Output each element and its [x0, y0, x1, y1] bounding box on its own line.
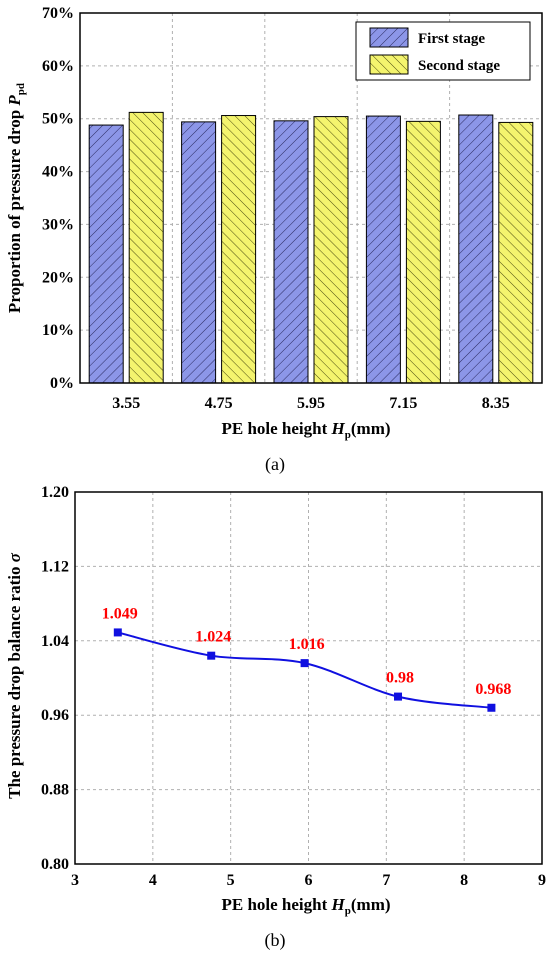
panel-a-y-tick-label: 30% [42, 216, 74, 233]
panel-a-x-tick-label: 4.75 [205, 395, 233, 412]
data-point-marker [394, 692, 403, 701]
panel-b-y-ticks: 0.80 0.88 0.96 1.04 1.12 1.20 [41, 484, 69, 873]
panel-a-y-ticks: 0% 10% 20% 30% 40% 50% 60% 70% [42, 5, 74, 392]
panel-b-y-tick-label: 0.96 [41, 707, 69, 724]
data-label: 1.024 [195, 629, 231, 646]
panel-a-bars [88, 111, 534, 384]
panel-b-data-points: 1.049 1.024 1.016 0.98 0.968 [102, 605, 511, 712]
bar-first-stage [365, 115, 401, 384]
panel-a-y-tick-label: 0% [50, 375, 74, 392]
panel-a-y-tick-label: 50% [42, 111, 74, 128]
bar-first-stage [458, 114, 494, 384]
bar-second-stage [498, 121, 534, 384]
bar-second-stage [221, 115, 257, 384]
panel-a-x-axis-title: PE hole height Hp(mm) [221, 419, 390, 441]
panel-a-x-tick-label: 8.35 [482, 395, 510, 412]
panel-b-x-ticks: 3 4 5 6 7 8 9 [71, 872, 546, 889]
legend-swatch-first-stage [369, 27, 409, 48]
bar-first-stage [273, 120, 309, 384]
panel-b-y-tick-label: 1.20 [41, 484, 69, 501]
panel-a-x-tick-label: 5.95 [297, 395, 325, 412]
panel-b-x-tick-label: 6 [305, 872, 313, 889]
data-label: 1.049 [102, 605, 138, 622]
panel-a-y-axis-title: Proportion of pressure drop Ppd [5, 83, 27, 313]
panel-a-plot-frame [79, 12, 543, 384]
panel-a-x-tick-label: 3.55 [112, 395, 140, 412]
panel-b-gridlines [75, 492, 542, 864]
bar-second-stage [128, 111, 164, 384]
legend-swatch-second-stage [369, 54, 409, 75]
panel-b-y-axis-title: The pressure drop balance ratio σ [5, 552, 24, 799]
panel-a-y-tick-label: 20% [42, 269, 74, 286]
panel-a-caption: (a) [265, 454, 285, 475]
data-label: 0.968 [475, 681, 511, 698]
panel-a-y-tick-label: 70% [42, 5, 74, 22]
panel-b-x-tick-label: 9 [538, 872, 546, 889]
panel-b-y-tick-label: 1.04 [41, 633, 69, 650]
panel-b-x-tick-label: 3 [71, 872, 79, 889]
panel-b-x-tick-label: 4 [149, 872, 157, 889]
panel-b-y-tick-label: 0.80 [41, 856, 69, 873]
panel-a-y-tick-label: 40% [42, 164, 74, 181]
panel-a-y-tick-label: 10% [42, 322, 74, 339]
panel-b-x-tick-label: 7 [382, 872, 390, 889]
panel-b-x-axis-title: PE hole height Hp(mm) [221, 895, 390, 917]
bar-first-stage [181, 121, 217, 384]
panel-a-y-tick-label: 60% [42, 58, 74, 75]
panel-a-x-ticks: 3.55 4.75 5.95 7.15 8.35 [112, 395, 510, 412]
panel-b-caption: (b) [265, 930, 286, 951]
data-label: 0.98 [386, 670, 414, 687]
data-point-marker [300, 659, 309, 668]
panel-b-y-tick-label: 1.12 [41, 558, 69, 575]
bar-chart-panel-a: 0% 10% 20% 30% 40% 50% 60% 70% 3.55 4.75 5.95 7.15… [5, 5, 543, 475]
panel-b-x-tick-label: 5 [227, 872, 235, 889]
bar-second-stage [405, 120, 441, 384]
data-point-marker [487, 703, 496, 712]
bar-first-stage [88, 124, 124, 384]
panel-a-x-tick-label: 7.15 [389, 395, 417, 412]
bar-second-stage [313, 116, 349, 384]
data-point-marker [113, 628, 122, 637]
legend-label-first-stage: First stage [418, 31, 485, 47]
panel-b-plot-frame [74, 491, 543, 865]
legend-label-second-stage: Second stage [418, 58, 500, 74]
legend: First stage Second stage [355, 21, 531, 81]
panel-b-y-tick-label: 0.88 [41, 782, 69, 799]
data-label: 1.016 [289, 636, 325, 653]
data-point-marker [207, 651, 216, 660]
panel-b-x-tick-label: 8 [460, 872, 468, 889]
